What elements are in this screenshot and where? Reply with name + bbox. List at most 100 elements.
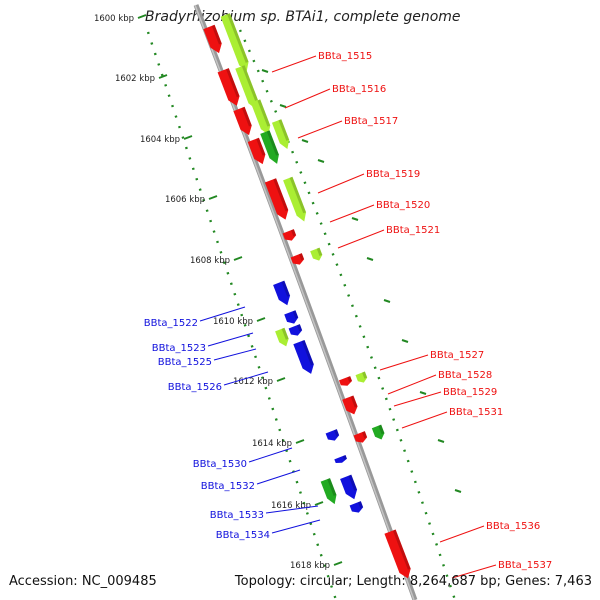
gene-connector xyxy=(337,229,385,249)
tick-label: 1600 kbp xyxy=(94,14,134,24)
tick-label: 1610 kbp xyxy=(213,317,253,327)
gene-label: BBta_1522 xyxy=(144,318,198,329)
rna-arrow-shade xyxy=(362,371,368,379)
gene-label: BBta_1537 xyxy=(498,560,552,571)
forward-cds-arrow-body xyxy=(290,253,305,265)
minor-tick-mark xyxy=(351,217,359,221)
gene-label: BBta_1530 xyxy=(193,459,247,470)
gene-label: BBta_1534 xyxy=(216,530,270,541)
tick-mark xyxy=(183,135,193,140)
tick-label: 1614 kbp xyxy=(252,439,292,449)
forward-cds-arrow xyxy=(217,68,240,106)
rna-arrow-shade xyxy=(241,65,258,101)
tick-mark xyxy=(276,377,286,382)
forward-cds-arrow xyxy=(353,431,368,443)
reverse-cds-arrow xyxy=(334,455,347,463)
rna-arrow-shade xyxy=(278,119,290,141)
reverse-cds-arrow-shade xyxy=(358,501,364,509)
forward-cds-arrow-body xyxy=(342,395,358,415)
gene-connector xyxy=(265,505,319,514)
minor-tick-mark xyxy=(437,439,445,443)
tick-mark xyxy=(208,195,218,200)
reverse-cds-arrow-body xyxy=(293,339,314,374)
tick-label: 1618 kbp xyxy=(290,561,330,571)
gene-label: BBta_1526 xyxy=(168,382,222,393)
forward-cds-arrow xyxy=(384,529,411,579)
forward-cds-arrow-shade xyxy=(211,24,222,45)
reverse-cds-arrow xyxy=(293,339,314,374)
forward-cds-arrow xyxy=(338,376,353,386)
gene-connector xyxy=(248,447,293,463)
rna-arrow-shade xyxy=(257,99,271,127)
tick-label: 1616 kbp xyxy=(271,501,311,511)
feature-layer xyxy=(203,13,411,579)
rna-dark-arrow-shade xyxy=(266,130,279,156)
gene-label: BBta_1531 xyxy=(449,407,503,418)
rna-arrow-body xyxy=(220,13,249,72)
gene-connector xyxy=(213,348,257,361)
rna-arrow-shade xyxy=(227,13,249,63)
reverse-cds-arrow xyxy=(349,501,364,513)
rna-arrow-body xyxy=(271,119,290,150)
gene-label: BBta_1519 xyxy=(366,169,420,180)
tick-mark xyxy=(233,256,243,261)
tick-mark xyxy=(295,439,305,444)
rna-arrow xyxy=(275,327,289,347)
minor-tick-mark xyxy=(279,104,287,108)
forward-cds-arrow xyxy=(247,137,266,165)
rna-dark-arrow-shade xyxy=(378,424,385,435)
reverse-cds-arrow-shade xyxy=(292,310,299,319)
rna-arrow xyxy=(220,13,249,72)
rna-arrow-shade xyxy=(281,327,289,340)
rna-arrow xyxy=(235,65,258,110)
rna-dark-arrow-body xyxy=(260,130,279,164)
forward-cds-arrow xyxy=(282,229,297,241)
forward-cds-arrow-shade xyxy=(392,529,411,570)
forward-cds-arrow-shade xyxy=(347,376,353,383)
reverse-cds-arrow-body xyxy=(349,501,364,513)
forward-cds-arrow-shade xyxy=(241,106,252,127)
rna-arrow-body xyxy=(310,247,323,261)
forward-cds-arrow-shade xyxy=(256,137,266,156)
forward-cds-arrow-shade xyxy=(362,431,368,439)
minor-tick-mark xyxy=(317,159,325,163)
forward-cds-arrow xyxy=(264,178,289,220)
rna-dark-arrow xyxy=(371,424,385,440)
gene-label: BBta_1528 xyxy=(438,370,492,381)
tick-mark xyxy=(314,501,324,506)
rna-arrow-body xyxy=(235,65,258,110)
gene-label: BBta_1515 xyxy=(318,51,372,62)
tick-layer: 1600 kbp 1602 kbp 1604 kbp 1606 kbp 1608 kbp… xyxy=(94,14,462,600)
reverse-cds-arrow-shade xyxy=(334,429,340,437)
rna-arrow xyxy=(310,247,323,261)
reverse-cds-arrow xyxy=(340,474,358,500)
rna-arrow-body xyxy=(355,371,368,383)
minor-tick-mark xyxy=(366,257,374,261)
gene-connector xyxy=(439,525,485,543)
genome-summary-text: Topology: circular; Length: 8,264,687 bp… xyxy=(234,574,592,589)
gene-connector xyxy=(379,354,429,371)
tick-mark xyxy=(158,74,168,79)
minor-tick-mark xyxy=(419,391,427,395)
minor-tick-mark xyxy=(454,489,462,493)
gene-label: BBta_1536 xyxy=(486,521,540,532)
forward-cds-arrow xyxy=(233,106,252,136)
reverse-cds-arrow-body xyxy=(288,324,303,336)
forward-cds-arrow xyxy=(342,395,358,415)
reverse-cds-arrow-body xyxy=(273,280,291,306)
gene-connector xyxy=(256,469,301,485)
gene-label: BBta_1516 xyxy=(332,84,386,95)
forward-cds-arrow-body xyxy=(264,178,289,220)
forward-cds-arrow-shade xyxy=(291,229,297,237)
gene-connector xyxy=(271,519,321,534)
rna-dark-arrow-body xyxy=(320,478,337,505)
minor-tick-mark xyxy=(401,339,409,343)
forward-cds-arrow xyxy=(290,253,305,265)
rna-arrow-shade xyxy=(316,247,323,256)
tick-mark xyxy=(137,14,147,19)
gene-label: BBta_1533 xyxy=(210,510,264,521)
gene-label: BBta_1520 xyxy=(376,200,430,211)
forward-cds-arrow-shade xyxy=(225,68,240,98)
rna-arrow-shade xyxy=(289,176,307,214)
